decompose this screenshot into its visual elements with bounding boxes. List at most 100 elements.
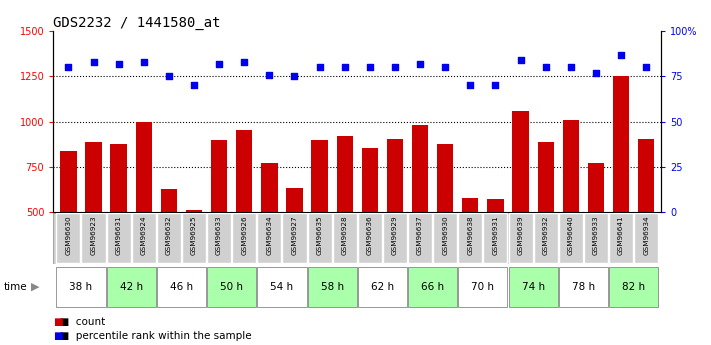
Bar: [358, 267, 407, 307]
Bar: [261, 163, 277, 212]
Text: 38 h: 38 h: [70, 282, 92, 292]
Bar: [336, 136, 353, 212]
Point: [239, 59, 250, 65]
Text: GSM96637: GSM96637: [417, 215, 423, 255]
Bar: [559, 213, 583, 264]
Bar: [157, 213, 181, 264]
Text: GSM96632: GSM96632: [166, 215, 172, 255]
Text: GSM96641: GSM96641: [618, 215, 624, 255]
Text: GSM96933: GSM96933: [593, 215, 599, 255]
Bar: [287, 188, 303, 212]
Bar: [634, 213, 658, 264]
Text: GSM96934: GSM96934: [643, 215, 649, 255]
Text: ■: ■: [53, 317, 63, 327]
Bar: [56, 267, 105, 307]
Text: GSM96927: GSM96927: [292, 215, 297, 255]
Point: [439, 65, 451, 70]
Point: [138, 59, 149, 65]
Bar: [82, 213, 105, 264]
Point: [339, 65, 351, 70]
Bar: [132, 213, 156, 264]
Bar: [333, 213, 357, 264]
Text: GSM96924: GSM96924: [141, 215, 146, 255]
Bar: [257, 213, 282, 264]
Text: 58 h: 58 h: [321, 282, 343, 292]
Bar: [157, 267, 206, 307]
Bar: [433, 213, 457, 264]
Bar: [161, 189, 177, 212]
Point: [188, 82, 200, 88]
Text: time: time: [4, 282, 27, 292]
Point: [464, 82, 476, 88]
Text: GSM96631: GSM96631: [116, 215, 122, 255]
Bar: [609, 213, 633, 264]
Text: 54 h: 54 h: [270, 282, 294, 292]
Bar: [232, 213, 256, 264]
Text: ■  percentile rank within the sample: ■ percentile rank within the sample: [53, 332, 252, 341]
Point: [540, 65, 551, 70]
Bar: [387, 139, 403, 212]
Bar: [211, 140, 228, 212]
Text: GSM96630: GSM96630: [65, 215, 71, 255]
Text: 42 h: 42 h: [119, 282, 143, 292]
Text: GSM96926: GSM96926: [241, 215, 247, 255]
Bar: [110, 144, 127, 212]
Text: 66 h: 66 h: [421, 282, 444, 292]
Bar: [459, 267, 508, 307]
Bar: [412, 125, 428, 212]
Text: GSM96929: GSM96929: [392, 215, 398, 255]
Text: GSM96925: GSM96925: [191, 215, 197, 255]
Text: GSM96640: GSM96640: [568, 215, 574, 255]
Text: GSM96928: GSM96928: [342, 215, 348, 255]
Point: [515, 57, 526, 63]
Text: GSM96635: GSM96635: [316, 215, 323, 255]
Bar: [56, 213, 80, 264]
Bar: [186, 210, 202, 212]
Point: [364, 65, 375, 70]
Bar: [513, 111, 529, 212]
Bar: [584, 213, 608, 264]
Text: 74 h: 74 h: [522, 282, 545, 292]
Bar: [508, 267, 557, 307]
Text: GSM96633: GSM96633: [216, 215, 222, 255]
Text: GSM96639: GSM96639: [518, 215, 523, 255]
Bar: [437, 144, 454, 212]
Text: 46 h: 46 h: [170, 282, 193, 292]
Point: [113, 61, 124, 67]
Bar: [107, 267, 156, 307]
Bar: [408, 213, 432, 264]
Bar: [107, 213, 131, 264]
Bar: [613, 76, 629, 212]
Text: GSM96634: GSM96634: [267, 215, 272, 255]
Text: 78 h: 78 h: [572, 282, 595, 292]
Text: GDS2232 / 1441580_at: GDS2232 / 1441580_at: [53, 16, 221, 30]
Bar: [559, 267, 608, 307]
Point: [389, 65, 400, 70]
Bar: [358, 213, 382, 264]
Point: [415, 61, 426, 67]
Bar: [60, 150, 77, 212]
Point: [565, 65, 577, 70]
Text: 50 h: 50 h: [220, 282, 243, 292]
Text: GSM96930: GSM96930: [442, 215, 448, 255]
Text: GSM96932: GSM96932: [542, 215, 549, 255]
Point: [615, 52, 626, 57]
Bar: [459, 213, 482, 264]
Point: [88, 59, 100, 65]
Bar: [609, 267, 658, 307]
Point: [490, 82, 501, 88]
Bar: [487, 199, 503, 212]
Bar: [588, 163, 604, 212]
Text: 82 h: 82 h: [622, 282, 645, 292]
Text: ▶: ▶: [31, 282, 39, 292]
Bar: [638, 139, 654, 212]
Bar: [362, 148, 378, 212]
Bar: [236, 130, 252, 212]
Text: 62 h: 62 h: [371, 282, 394, 292]
Point: [164, 73, 175, 79]
Point: [213, 61, 225, 67]
Bar: [562, 120, 579, 212]
Text: GSM96931: GSM96931: [493, 215, 498, 255]
Text: 70 h: 70 h: [471, 282, 494, 292]
Bar: [308, 267, 357, 307]
